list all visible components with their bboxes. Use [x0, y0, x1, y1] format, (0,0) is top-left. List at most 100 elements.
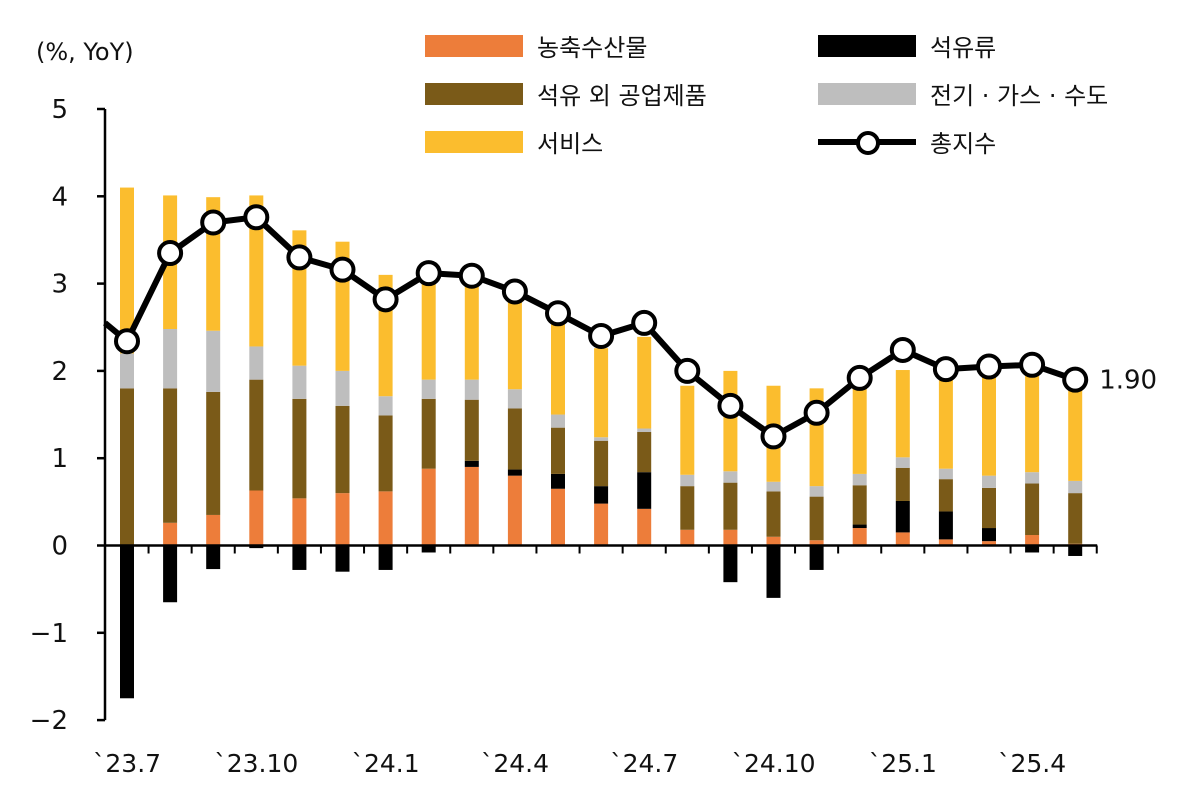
legend-label-services: 서비스: [537, 130, 604, 158]
legend-swatch-agri: [425, 34, 523, 57]
bar-segment: [335, 370, 350, 406]
bar-segment: [594, 437, 609, 441]
legend-label-industrial: 석유 외 공업제품: [537, 82, 707, 110]
bar-segment: [1068, 493, 1083, 544]
bar-segment: [551, 414, 565, 428]
total-index-marker: [458, 262, 485, 289]
bar-segment: [809, 545, 824, 570]
end-value-label: 1.90: [1099, 366, 1157, 396]
y-tick-label: −2: [30, 706, 68, 736]
total-index-marker: [157, 240, 184, 267]
bar-segment: [680, 474, 695, 487]
bar-segment: [335, 493, 350, 546]
bar-segment: [120, 545, 134, 699]
bar-segment: [938, 468, 953, 480]
bar-segment: [852, 473, 867, 486]
bar-segment: [507, 469, 522, 476]
legend-item-industrial: 석유 외 공업제품: [425, 76, 707, 111]
x-tick-label: `24.1: [352, 749, 420, 778]
total-index-marker: [889, 336, 916, 363]
legend-label-total: 총지수: [930, 130, 997, 158]
total-index-marker: [243, 204, 270, 231]
bar-segment: [292, 365, 307, 399]
y-tick-label: 0: [51, 532, 68, 562]
bar-segment: [421, 468, 436, 546]
bar-segment: [766, 481, 781, 492]
total-index-marker: [415, 260, 442, 287]
bar-segment: [163, 328, 178, 389]
bar-segment: [249, 379, 264, 491]
legend-label-utilities: 전기 · 가스 · 수도: [930, 82, 1109, 110]
bar-segment: [809, 496, 824, 541]
bar-segment: [1025, 483, 1040, 536]
bar-segment: [1025, 472, 1040, 484]
bar-segment: [723, 471, 738, 483]
bar-segment: [292, 545, 307, 570]
x-tick-label: `23.7: [93, 749, 161, 778]
bar-segment: [378, 545, 393, 570]
bar-segment: [163, 545, 178, 603]
legend-item-oil: 석유류: [818, 28, 996, 63]
bar-segment: [120, 388, 134, 546]
bar-segment: [378, 415, 393, 492]
bar-segment: [551, 314, 565, 415]
x-tick-label: `25.4: [998, 749, 1066, 778]
bar-segment: [464, 399, 479, 461]
legend-label-agri: 농축수산물: [537, 34, 648, 62]
legend-swatch-industrial: [425, 82, 523, 105]
total-index-marker: [760, 423, 787, 450]
x-tick-label: `23.10: [214, 749, 298, 778]
bar-segment: [378, 491, 393, 546]
total-index-marker: [114, 328, 140, 355]
bar-segment: [895, 457, 910, 468]
bar-segment: [507, 301, 522, 390]
total-index-marker: [329, 256, 356, 283]
bar-segment: [551, 427, 565, 474]
legend-swatch-utilities: [818, 82, 916, 105]
bar-segment: [982, 370, 996, 476]
bar-segment: [249, 490, 264, 546]
bar-segment: [163, 388, 178, 523]
total-index-marker: [846, 364, 873, 391]
bar-segment: [766, 536, 781, 546]
bar-segment: [507, 408, 522, 470]
bar-segment: [163, 522, 178, 546]
bar-segment: [464, 274, 479, 380]
bar-segment: [507, 389, 522, 409]
bar-segment: [335, 545, 350, 572]
bar-segment: [637, 432, 652, 473]
legend-item-services: 서비스: [425, 124, 603, 159]
bar-segment: [464, 466, 479, 546]
legend-label-oil: 석유류: [930, 34, 997, 62]
bar-segment: [637, 428, 652, 433]
bar-segment: [852, 524, 867, 529]
bar-segment: [938, 511, 953, 540]
legend-item-agri: 농축수산물: [425, 28, 647, 63]
bar-segment: [766, 545, 781, 598]
bar-segment: [895, 532, 910, 546]
bar-segment: [594, 348, 609, 438]
x-tick-label: `24.7: [610, 749, 678, 778]
bar-segment: [292, 398, 307, 499]
total-index-marker: [286, 244, 313, 271]
x-tick-label: `24.10: [731, 749, 815, 778]
total-index-marker: [1019, 351, 1046, 378]
bar-segment: [938, 539, 953, 546]
bar-segment: [249, 195, 264, 347]
bar-segment: [938, 479, 953, 512]
legend-line-marker-icon: [818, 130, 916, 155]
total-index-marker: [803, 399, 830, 426]
bar-segment: [594, 486, 609, 504]
y-tick-label: 1: [51, 444, 68, 474]
bar-segment: [637, 336, 652, 429]
bar-segment: [249, 545, 264, 549]
total-index-marker: [674, 357, 701, 384]
bar-segment: [895, 500, 910, 533]
bar-segment: [335, 405, 350, 494]
bar-segment: [594, 503, 609, 546]
bar-segment: [378, 396, 393, 416]
x-tick-label: `25.1: [869, 749, 937, 778]
bar-segment: [852, 485, 867, 525]
total-index-marker: [1062, 366, 1089, 393]
bar-segment: [982, 475, 996, 488]
